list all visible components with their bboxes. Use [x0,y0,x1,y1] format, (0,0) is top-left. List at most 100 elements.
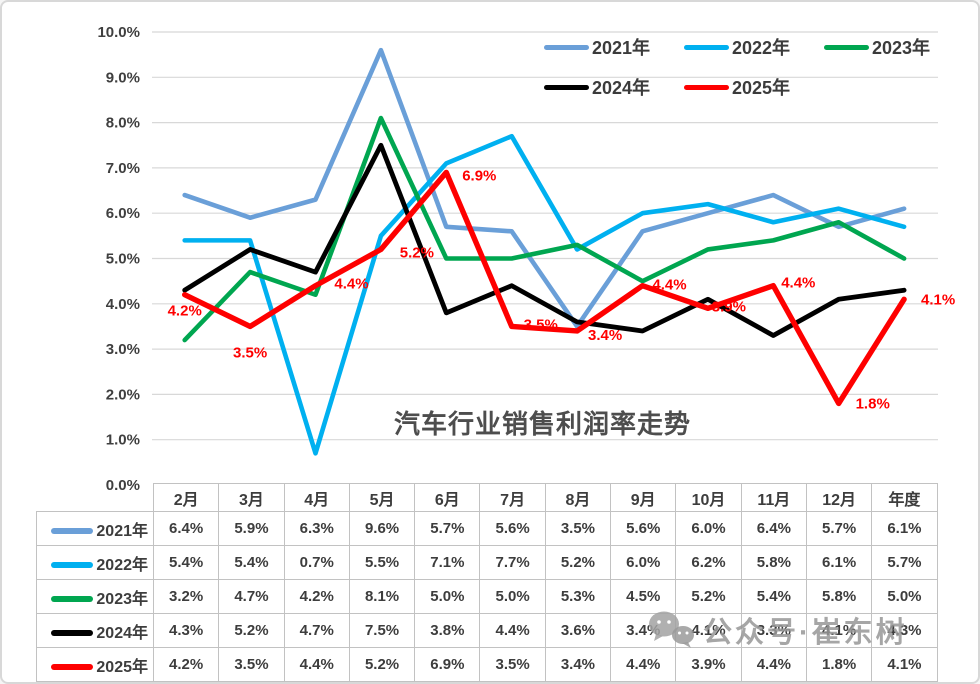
legend-item-2022年: 2022年 [684,34,790,60]
table-cell: 3.4% [544,647,612,682]
table-cell: 6.4% [152,511,220,546]
legend-label: 2025年 [732,78,791,98]
legend-label: 2023年 [872,38,931,58]
table-cell: 5.0% [414,579,481,614]
table-cell: 4.5% [610,579,677,614]
series-line-2021年 [182,47,907,329]
table-header-cell: 8月 [544,483,612,512]
data-label: 4.2% [168,303,202,320]
table-cell: 3.5% [218,647,285,682]
y-axis-tick-label: 8.0% [106,115,140,132]
table-row-label: 2024年 [36,613,154,648]
legend-item-2023年: 2023年 [824,34,930,60]
table-cell: 6.3% [283,511,350,546]
table-cell: 5.8% [740,545,807,580]
table-cell: 6.1% [871,511,938,546]
table-cell: 3.2% [152,579,220,614]
table-cell: 3.5% [479,647,546,682]
table-header-cell: 12月 [805,483,873,512]
chart-title: 汽车行业销售利润率走势 [394,409,692,439]
row-line-swatch [51,595,94,602]
table-cell: 3.3% [740,613,807,648]
table-cell: 5.5% [348,545,416,580]
data-label: 4.1% [921,291,955,308]
table-cell: 5.0% [871,579,938,614]
table-cell: 5.4% [740,579,807,614]
chart-legend: 2021年 2022年 2023年 2024年 2025年 [544,34,964,106]
table-cell: 7.5% [348,613,416,648]
legend-item-2021年: 2021年 [544,34,650,60]
table-cell: 8.1% [348,579,416,614]
y-axis-tick-label: 0.0% [106,477,140,494]
table-cell: 9.6% [348,511,416,546]
row-line-swatch [51,527,94,534]
table-cell: 4.3% [871,613,938,648]
table-cell: 4.1% [871,647,938,682]
table-row: 2023年 3.2% 4.7% 4.2% 8.1% 5.0% 5.0% 5.3% 4.5% 5.2… [36,579,938,614]
table-cell: 4.4% [610,647,677,682]
table-cell: 3.8% [414,613,481,648]
table-cell: 3.4% [610,613,677,648]
table-row: 2021年 6.4% 5.9% 6.3% 9.6% 5.7% 5.6% 3.5% 5.6% 6.0… [36,511,938,546]
row-line-swatch [51,629,94,636]
y-axis-tick-label: 5.0% [106,251,140,268]
table-header-cell: 2月 [152,483,220,512]
table-header-cell: 3月 [218,483,285,512]
legend-label: 2022年 [732,38,791,58]
table-cell: 4.1% [805,613,873,648]
table-cell: 4.3% [152,613,220,648]
table-header-cell: 5月 [348,483,416,512]
y-axis-tick-label: 1.0% [106,432,140,449]
data-label: 4.4% [652,277,686,294]
table-cell: 5.4% [152,545,220,580]
legend-label: 2021年 [592,38,651,58]
data-label: 4.4% [334,276,368,293]
table-cell: 6.4% [740,511,807,546]
table-header-cell: 11月 [740,483,807,512]
y-axis-tick-label: 6.0% [106,205,140,222]
table-cell: 5.2% [544,545,612,580]
data-label: 4.4% [781,275,815,292]
data-label: 3.9% [712,298,746,315]
legend-swatch [544,84,589,90]
table-cell: 4.2% [152,647,220,682]
series-line-2023年 [182,115,907,343]
table-cell: 4.4% [283,647,350,682]
table-cell: 5.2% [218,613,285,648]
table-corner [37,484,154,512]
table-cell: 5.8% [805,579,873,614]
y-axis-tick-label: 3.0% [106,341,140,358]
table-header-cell: 6月 [414,483,481,512]
legend-item-2024年: 2024年 [544,74,650,100]
table-cell: 3.9% [675,647,742,682]
legend-swatch [684,84,729,90]
y-axis-tick-label: 2.0% [106,386,140,403]
legend-item-2025年: 2025年 [684,74,790,100]
y-axis-tick-label: 10.0% [97,24,140,41]
table-cell: 0.7% [283,545,350,580]
table-cell: 3.5% [544,511,612,546]
table-row: 2024年 4.3% 5.2% 4.7% 7.5% 3.8% 4.4% 3.6% 3.4% 4.1… [36,613,938,648]
table-cell: 5.4% [218,545,285,580]
table-row-label: 2021年 [36,511,154,546]
data-label: 3.5% [233,344,267,361]
table-cell: 7.7% [479,545,546,580]
table-header-cell: 7月 [479,483,546,512]
table-cell: 5.6% [610,511,677,546]
table-header-cell: 年度 [871,483,938,512]
table-cell: 6.0% [610,545,677,580]
data-label: 6.9% [462,167,496,184]
table-cell: 4.7% [218,579,285,614]
table-row: 2025年 4.2% 3.5% 4.4% 5.2% 6.9% 3.5% 3.4% 4.4% 3.9… [36,647,938,682]
series-line-2025年 [181,169,907,407]
table-header-cell: 10月 [675,483,742,512]
table-cell: 7.1% [414,545,481,580]
table-cell: 4.4% [479,613,546,648]
y-axis-tick-label: 9.0% [106,69,140,86]
table-cell: 5.0% [479,579,546,614]
table-row: 2022年 5.4% 5.4% 0.7% 5.5% 7.1% 7.7% 5.2% 6.0% 6.2… [36,545,938,580]
data-label: 1.8% [856,395,890,412]
row-line-swatch [51,663,94,670]
